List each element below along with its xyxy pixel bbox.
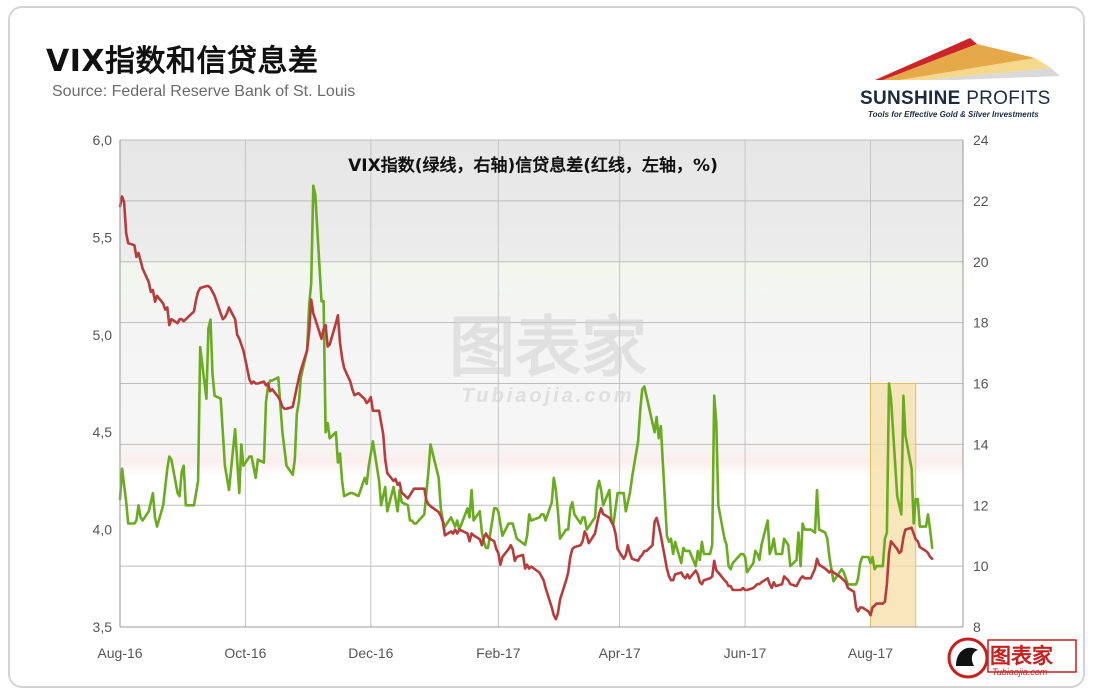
y-right-tick-label: 22	[973, 193, 989, 209]
axes: 3,5 4,0 4,5 5,0 5,5 6,0 8 10 12 14 16 18 20 22 24 Aug-1…	[93, 132, 989, 661]
logo-tagline: Tools for Effective Gold & Silver Invest…	[868, 110, 1039, 119]
y-left-tick-label: 4,0	[93, 522, 113, 538]
logo-name-thin: PROFITS	[966, 88, 1051, 109]
y-right-tick-label: 24	[973, 132, 989, 148]
series-layer	[118, 184, 934, 621]
chart-title: VIX指数(绿线，右轴)信贷息差(红线，左轴，%)	[348, 155, 718, 176]
x-tick-label: Oct-16	[224, 645, 266, 661]
y-right-tick-label: 18	[973, 315, 989, 331]
corner-watermark-sub: Tubiaojia.com	[992, 667, 1048, 677]
vix-series-line	[118, 184, 934, 586]
y-right-tick-label: 10	[973, 558, 989, 574]
y-left-tick-label: 5,0	[93, 327, 113, 343]
watermark-text: 图表家	[449, 309, 647, 386]
x-tick-label: Dec-16	[348, 645, 393, 661]
y-right-tick-label: 16	[973, 376, 989, 392]
y-right-tick-label: 12	[973, 497, 989, 513]
x-tick-label: Jun-17	[724, 645, 767, 661]
sunshine-profits-logo-icon	[875, 38, 1060, 80]
y-left-tick-label: 3,5	[93, 619, 113, 635]
watermark: 图表家 Tubiaojia.com	[449, 309, 647, 407]
corner-watermark-text: 图表家	[990, 644, 1053, 668]
tubiaojia-logo-icon	[947, 637, 1077, 679]
page-title: VIX指数和信贷息差	[46, 44, 319, 79]
x-tick-label: Apr-17	[599, 645, 641, 661]
watermark-sub: Tubiaojia.com	[461, 385, 634, 407]
y-right-tick-label: 20	[973, 254, 989, 270]
y-right-tick-label: 14	[973, 436, 989, 452]
y-left-tick-label: 6,0	[93, 132, 113, 148]
logo-name: SUNSHINE PROFITS	[860, 88, 1051, 110]
y-left-tick-label: 5,5	[93, 229, 113, 245]
credit-spread-series-line	[118, 195, 934, 621]
y-right-tick-label: 8	[973, 619, 981, 635]
x-tick-label: Aug-17	[848, 645, 893, 661]
logo-name-bold: SUNSHINE	[860, 88, 961, 109]
source-note: Source: Federal Reserve Bank of St. Loui…	[52, 83, 356, 100]
x-tick-label: Feb-17	[476, 645, 521, 661]
x-tick-label: Aug-16	[97, 645, 142, 661]
y-left-tick-label: 4,5	[93, 424, 113, 440]
